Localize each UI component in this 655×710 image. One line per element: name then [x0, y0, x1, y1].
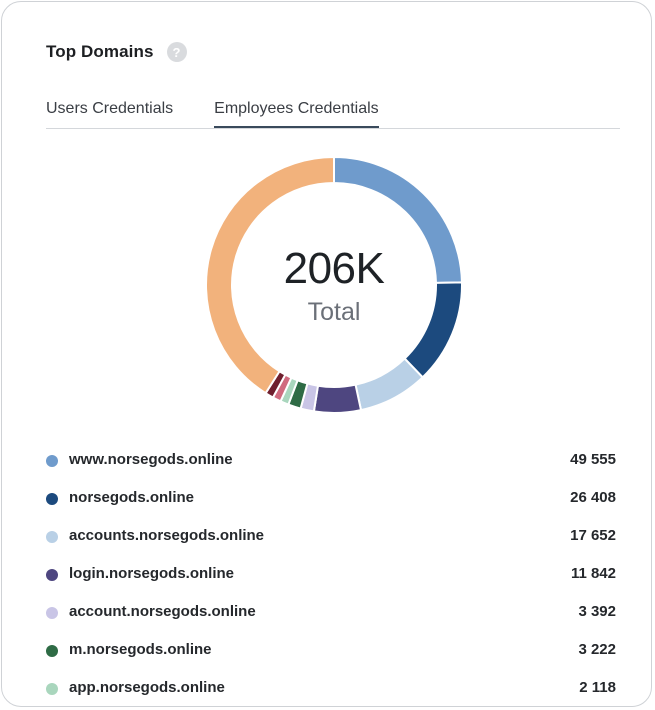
- legend-count-value: 49 555: [570, 451, 616, 468]
- donut-segment-accounts-norsegods-online[interactable]: [354, 357, 425, 412]
- total-label: Total: [307, 298, 361, 326]
- legend-item[interactable]: m.norsegods.online 3 222: [46, 632, 616, 670]
- legend-item[interactable]: login.norsegods.online 11 842: [46, 556, 616, 594]
- legend-count-value: 3 392: [578, 603, 616, 620]
- legend-count-value: 17 652: [570, 527, 616, 544]
- legend-item[interactable]: norsegods.online 26 408: [46, 480, 616, 518]
- donut-segment-login-norsegods-online[interactable]: [312, 383, 363, 414]
- legend-item[interactable]: accounts.norsegods.online 17 652: [46, 518, 616, 556]
- legend-count-value: 2 118: [579, 679, 616, 696]
- donut-chart-svg: [205, 156, 463, 414]
- legend-color-dot: [46, 569, 58, 581]
- legend-domain-label: login.norsegods.online: [69, 565, 234, 582]
- legend-domain-label: app.norsegods.online: [69, 679, 225, 696]
- legend-item[interactable]: www.norsegods.online 49 555: [46, 442, 616, 480]
- legend-item[interactable]: account.norsegods.online 3 392: [46, 594, 616, 632]
- legend-color-dot: [46, 455, 58, 467]
- legend-domain-label: accounts.norsegods.online: [69, 527, 265, 544]
- tab-users-credentials[interactable]: Users Credentials: [46, 100, 174, 117]
- donut-segment-9[interactable]: [205, 156, 335, 395]
- legend-color-dot: [46, 645, 58, 657]
- tab-employees-credentials[interactable]: Employees Credentials: [214, 100, 379, 128]
- legend-color-dot: [46, 683, 58, 695]
- legend-domain-label: account.norsegods.online: [69, 603, 256, 620]
- legend-color-dot: [46, 607, 58, 619]
- donut-chart: 206K Total: [205, 156, 463, 414]
- donut-segment-norsegods-online[interactable]: [403, 281, 463, 379]
- total-value: 206K: [283, 244, 385, 293]
- legend-color-dot: [46, 493, 58, 505]
- card-header: Top Domains ?: [46, 42, 187, 62]
- legend-item[interactable]: app.norsegods.online 2 118: [46, 670, 616, 706]
- legend-color-dot: [46, 531, 58, 543]
- legend-count-value: 11 842: [570, 565, 616, 582]
- legend-domain-label: www.norsegods.online: [69, 451, 233, 468]
- credentials-tabs: Users Credentials Employees Credentials: [46, 100, 620, 129]
- domain-legend: www.norsegods.online 49 555 norsegods.onli…: [46, 442, 616, 706]
- legend-domain-label: m.norsegods.online: [69, 641, 212, 658]
- legend-count-value: 3 222: [578, 641, 616, 658]
- card-title: Top Domains: [46, 42, 154, 61]
- legend-count-value: 26 408: [570, 489, 616, 506]
- legend-domain-label: norsegods.online: [69, 489, 195, 506]
- help-icon[interactable]: ?: [166, 42, 187, 62]
